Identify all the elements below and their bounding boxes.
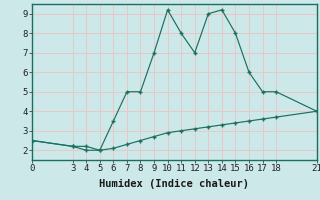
X-axis label: Humidex (Indice chaleur): Humidex (Indice chaleur)	[100, 179, 249, 189]
